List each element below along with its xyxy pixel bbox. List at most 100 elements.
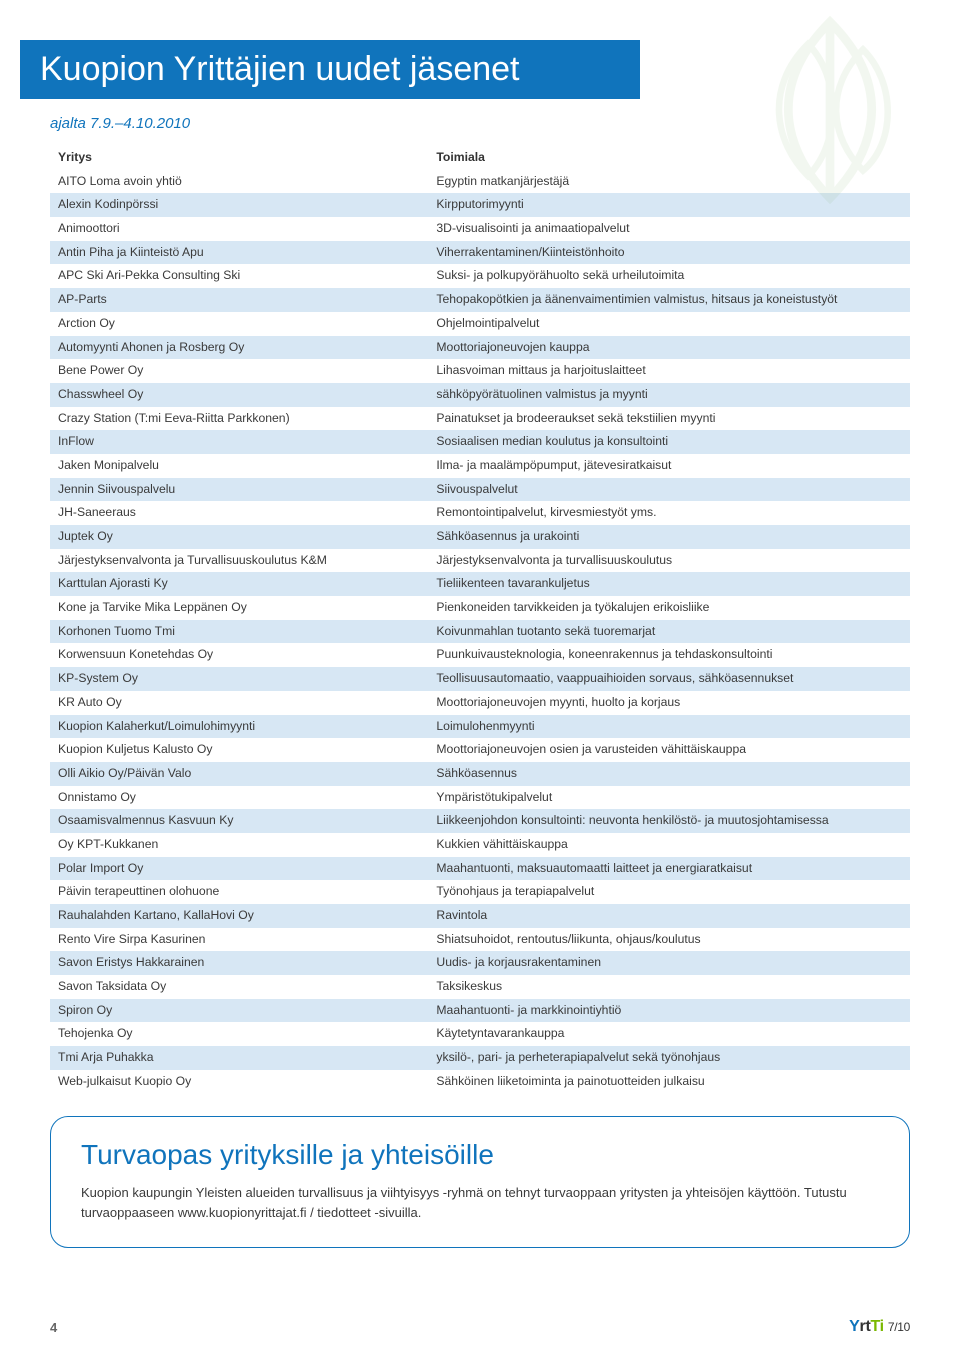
- table-row: Animoottori3D-visualisointi ja animaatio…: [50, 217, 910, 241]
- table-cell: Kukkien vähittäiskauppa: [428, 833, 910, 857]
- table-cell: Ohjelmointipalvelut: [428, 312, 910, 336]
- table-cell: Kuopion Kalaherkut/Loimulohimyynti: [50, 715, 428, 739]
- table-row: Korwensuun Konetehdas OyPuunkuivaustekno…: [50, 643, 910, 667]
- table-cell: Uudis- ja korjausrakentaminen: [428, 951, 910, 975]
- table-row: JH-SaneerausRemontointipalvelut, kirvesm…: [50, 501, 910, 525]
- table-cell: Koivunmahlan tuotanto sekä tuoremarjat: [428, 620, 910, 644]
- table-cell: Kone ja Tarvike Mika Leppänen Oy: [50, 596, 428, 620]
- page-number: 4: [50, 1320, 57, 1335]
- table-cell: Sähköasennus ja urakointi: [428, 525, 910, 549]
- table-row: Jaken MonipalveluIlma- ja maalämpöpumput…: [50, 454, 910, 478]
- table-cell: Jennin Siivouspalvelu: [50, 478, 428, 502]
- table-cell: AITO Loma avoin yhtiö: [50, 170, 428, 194]
- table-cell: Käytetyntavarankauppa: [428, 1022, 910, 1046]
- table-cell: Liikkeenjohdon konsultointi: neuvonta he…: [428, 809, 910, 833]
- table-cell: Moottoriajoneuvojen kauppa: [428, 336, 910, 360]
- table-cell: Maahantuonti- ja markkinointiyhtiö: [428, 999, 910, 1023]
- table-row: AITO Loma avoin yhtiöEgyptin matkanjärje…: [50, 170, 910, 194]
- table-cell: InFlow: [50, 430, 428, 454]
- table-row: Antin Piha ja Kiinteistö ApuViherrakenta…: [50, 241, 910, 265]
- table-cell: Sähköasennus: [428, 762, 910, 786]
- table-cell: Spiron Oy: [50, 999, 428, 1023]
- table-cell: Viherrakentaminen/Kiinteistönhoito: [428, 241, 910, 265]
- table-cell: Karttulan Ajorasti Ky: [50, 572, 428, 596]
- table-row: Kone ja Tarvike Mika Leppänen OyPienkone…: [50, 596, 910, 620]
- table-cell: Arction Oy: [50, 312, 428, 336]
- table-row: Rauhalahden Kartano, KallaHovi OyRavinto…: [50, 904, 910, 928]
- table-cell: Moottoriajoneuvojen osien ja varusteiden…: [428, 738, 910, 762]
- table-cell: Teollisuusautomaatio, vaappuaihioiden so…: [428, 667, 910, 691]
- table-cell: Tehopakopötkien ja äänenvaimentimien val…: [428, 288, 910, 312]
- table-row: Tmi Arja Puhakkayksilö-, pari- ja perhet…: [50, 1046, 910, 1070]
- table-row: Savon Eristys HakkarainenUudis- ja korja…: [50, 951, 910, 975]
- table-cell: APC Ski Ari-Pekka Consulting Ski: [50, 264, 428, 288]
- table-cell: AP-Parts: [50, 288, 428, 312]
- table-cell: Maahantuonti, maksuautomaatti laitteet j…: [428, 857, 910, 881]
- table-cell: KP-System Oy: [50, 667, 428, 691]
- table-row: Karttulan Ajorasti KyTieliikenteen tavar…: [50, 572, 910, 596]
- table-row: Olli Aikio Oy/Päivän ValoSähköasennus: [50, 762, 910, 786]
- table-row: InFlowSosiaalisen median koulutus ja kon…: [50, 430, 910, 454]
- table-cell: Rento Vire Sirpa Kasurinen: [50, 928, 428, 952]
- brand-rt: rt: [860, 1318, 871, 1335]
- table-row: KP-System OyTeollisuusautomaatio, vaappu…: [50, 667, 910, 691]
- members-table: Yritys Toimiala AITO Loma avoin yhtiöEgy…: [50, 146, 910, 1094]
- table-cell: JH-Saneeraus: [50, 501, 428, 525]
- table-cell: Shiatsuhoidot, rentoutus/liikunta, ohjau…: [428, 928, 910, 952]
- table-cell: Animoottori: [50, 217, 428, 241]
- brand-logo: YrtTi7/10: [849, 1318, 910, 1336]
- page-title: Kuopion Yrittäjien uudet jäsenet: [20, 40, 640, 99]
- table-cell: Sähköinen liiketoiminta ja painotuotteid…: [428, 1070, 910, 1094]
- table-row: Automyynti Ahonen ja Rosberg OyMoottoria…: [50, 336, 910, 360]
- table-cell: Ilma- ja maalämpöpumput, jätevesiratkais…: [428, 454, 910, 478]
- table-cell: Oy KPT-Kukkanen: [50, 833, 428, 857]
- table-cell: Moottoriajoneuvojen myynti, huolto ja ko…: [428, 691, 910, 715]
- table-cell: Remontointipalvelut, kirvesmiestyöt yms.: [428, 501, 910, 525]
- table-cell: Puunkuivausteknologia, koneenrakennus ja…: [428, 643, 910, 667]
- table-row: Järjestyksenvalvonta ja Turvallisuuskoul…: [50, 549, 910, 573]
- table-row: Chasswheel Oysähköpyörätuolinen valmistu…: [50, 383, 910, 407]
- page-footer: 4 YrtTi7/10: [0, 1318, 960, 1336]
- table-row: Onnistamo OyYmpäristötukipalvelut: [50, 786, 910, 810]
- table-cell: Taksikeskus: [428, 975, 910, 999]
- table-row: KR Auto OyMoottoriajoneuvojen myynti, hu…: [50, 691, 910, 715]
- table-cell: Suksi- ja polkupyörähuolto sekä urheilut…: [428, 264, 910, 288]
- table-row: Polar Import OyMaahantuonti, maksuautoma…: [50, 857, 910, 881]
- table-cell: Loimulohenmyynti: [428, 715, 910, 739]
- table-row: Osaamisvalmennus Kasvuun KyLiikkeenjohdo…: [50, 809, 910, 833]
- table-cell: Juptek Oy: [50, 525, 428, 549]
- table-cell: Järjestyksenvalvonta ja turvallisuuskoul…: [428, 549, 910, 573]
- table-cell: Painatukset ja brodeeraukset sekä teksti…: [428, 407, 910, 431]
- table-cell: Ravintola: [428, 904, 910, 928]
- table-cell: Automyynti Ahonen ja Rosberg Oy: [50, 336, 428, 360]
- table-row: Kuopion Kuljetus Kalusto OyMoottoriajone…: [50, 738, 910, 762]
- table-cell: Päivin terapeuttinen olohuone: [50, 880, 428, 904]
- table-cell: Savon Taksidata Oy: [50, 975, 428, 999]
- table-cell: Korhonen Tuomo Tmi: [50, 620, 428, 644]
- table-cell: Lihasvoiman mittaus ja harjoituslaitteet: [428, 359, 910, 383]
- info-box: Turvaopas yrityksille ja yhteisöille Kuo…: [50, 1116, 910, 1248]
- table-cell: Web-julkaisut Kuopio Oy: [50, 1070, 428, 1094]
- table-row: Juptek OySähköasennus ja urakointi: [50, 525, 910, 549]
- table-cell: Alexin Kodinpörssi: [50, 193, 428, 217]
- table-cell: Sosiaalisen median koulutus ja konsultoi…: [428, 430, 910, 454]
- table-cell: Antin Piha ja Kiinteistö Apu: [50, 241, 428, 265]
- table-row: Crazy Station (T:mi Eeva-Riitta Parkkone…: [50, 407, 910, 431]
- table-cell: yksilö-, pari- ja perheterapiapalvelut s…: [428, 1046, 910, 1070]
- col-header-company: Yritys: [50, 146, 428, 170]
- table-row: Rento Vire Sirpa KasurinenShiatsuhoidot,…: [50, 928, 910, 952]
- table-cell: Jaken Monipalvelu: [50, 454, 428, 478]
- table-row: Jennin SiivouspalveluSiivouspalvelut: [50, 478, 910, 502]
- table-cell: sähköpyörätuolinen valmistus ja myynti: [428, 383, 910, 407]
- brand-y: Y: [849, 1318, 859, 1335]
- table-cell: Osaamisvalmennus Kasvuun Ky: [50, 809, 428, 833]
- table-cell: Onnistamo Oy: [50, 786, 428, 810]
- table-cell: Työnohjaus ja terapiapalvelut: [428, 880, 910, 904]
- table-row: Bene Power OyLihasvoiman mittaus ja harj…: [50, 359, 910, 383]
- table-row: Web-julkaisut Kuopio OySähköinen liiketo…: [50, 1070, 910, 1094]
- table-row: Alexin KodinpörssiKirpputorimyynti: [50, 193, 910, 217]
- table-cell: Tehojenka Oy: [50, 1022, 428, 1046]
- table-cell: Chasswheel Oy: [50, 383, 428, 407]
- table-cell: Egyptin matkanjärjestäjä: [428, 170, 910, 194]
- table-row: Oy KPT-KukkanenKukkien vähittäiskauppa: [50, 833, 910, 857]
